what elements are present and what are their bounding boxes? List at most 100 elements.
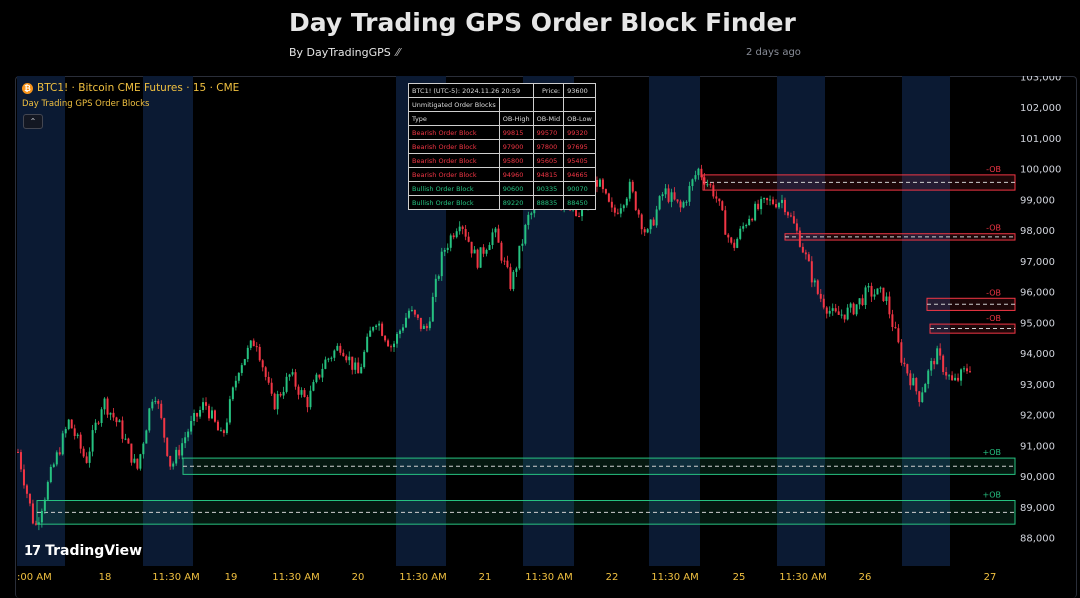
candle-body — [85, 456, 88, 463]
candle-body — [810, 261, 813, 283]
price-tick-label: 97,000 — [1020, 257, 1055, 268]
candle-body — [721, 201, 724, 211]
candle-body — [912, 378, 915, 386]
author-link[interactable]: By DayTradingGPS ⁄⁄ — [289, 46, 400, 59]
candle-body — [751, 218, 754, 221]
price-tick-label: 91,000 — [1020, 441, 1055, 452]
candle-body — [858, 298, 861, 305]
candle-body — [906, 364, 909, 374]
author-name[interactable]: By DayTradingGPS — [289, 46, 391, 59]
candle-body — [679, 201, 682, 208]
candle-body — [894, 327, 897, 329]
time-tick-label: 18 — [99, 572, 112, 583]
indicator-legend[interactable]: Day Trading GPS Order Blocks — [22, 99, 150, 109]
price-tick-label: 93,000 — [1020, 380, 1055, 391]
candle-body — [354, 362, 357, 370]
candle-body — [715, 196, 718, 199]
candle-body — [118, 420, 121, 423]
candle-body — [202, 402, 205, 410]
candle-body — [625, 198, 628, 206]
table-row: Bullish Order Block 89220 88835 88450 — [408, 195, 596, 210]
candle-body — [855, 304, 858, 315]
candle-body — [652, 219, 655, 226]
candle-body — [512, 271, 515, 290]
candle-body — [634, 191, 637, 211]
candle-body — [315, 374, 318, 383]
candle-body — [927, 370, 930, 384]
candle-body — [921, 392, 924, 403]
row-high: 89220 — [498, 195, 534, 210]
price-tick-label: 99,000 — [1020, 195, 1055, 206]
pencil-icon: ⁄⁄ — [392, 46, 400, 59]
row-type: Bearish Order Block — [408, 139, 500, 154]
candle-body — [372, 327, 375, 331]
candle-body — [780, 199, 783, 203]
time-tick-label: 22 — [606, 572, 619, 583]
candle-body — [649, 219, 652, 230]
price-tick-label: 90,000 — [1020, 472, 1055, 483]
candle-body — [766, 198, 769, 201]
candle-body — [43, 499, 46, 511]
tradingview-logo[interactable]: 17 TradingView — [24, 543, 142, 559]
candle-body — [175, 449, 178, 464]
candle-body — [243, 359, 246, 366]
price-axis: 88,000 89,000 90,000 91,000 92,000 93,000 94,0… — [1020, 76, 1061, 545]
candle-body — [706, 184, 709, 186]
candle-body — [288, 374, 291, 377]
col-header-low: OB-Low — [563, 111, 596, 126]
candle-body — [954, 377, 957, 381]
time-tick-label: 11:30 AM — [399, 572, 446, 583]
table-subtitle: Unmitigated Order Blocks — [408, 97, 500, 112]
candle-body — [640, 214, 643, 230]
candle-body — [488, 245, 491, 251]
symbol-legend[interactable]: ₿ BTC1! · Bitcoin CME Futures · 15 · CME — [22, 82, 239, 94]
candle-body — [130, 443, 133, 463]
candle-body — [19, 452, 22, 470]
candle-body — [473, 249, 476, 254]
candle-body — [754, 203, 757, 221]
price-label: Price: — [532, 83, 565, 98]
candle-body — [148, 408, 151, 431]
candle-body — [515, 268, 518, 272]
candle-body — [169, 455, 172, 467]
candle-body — [879, 287, 882, 289]
candle-body — [255, 346, 258, 348]
candle-body — [476, 249, 479, 268]
candle-body — [28, 493, 31, 504]
candle-body — [933, 360, 936, 365]
candle-body — [769, 199, 772, 201]
candle-body — [936, 348, 939, 365]
candle-body — [700, 168, 703, 178]
candle-body — [121, 420, 124, 439]
candle-body — [575, 206, 578, 216]
candle-body — [193, 413, 196, 421]
candle-body — [730, 237, 733, 243]
candle-body — [607, 193, 610, 202]
candle-body — [249, 340, 252, 348]
row-mid: 97800 — [532, 139, 565, 154]
candle-body — [339, 345, 342, 353]
row-mid: 88835 — [532, 195, 565, 210]
time-tick-label: 26 — [859, 572, 872, 583]
candle-body — [470, 241, 473, 254]
table-row: Bullish Order Block 90600 90335 90070 — [408, 181, 596, 196]
session-band — [777, 76, 825, 566]
row-low: 99320 — [563, 125, 596, 140]
candle-body — [216, 421, 219, 431]
candle-body — [739, 228, 742, 239]
candle-body — [61, 433, 64, 455]
candle-body — [613, 207, 616, 213]
candle-body — [864, 287, 867, 305]
candle-body — [172, 463, 175, 467]
collapse-legend-button[interactable]: ⌃ — [23, 114, 43, 129]
candle-body — [390, 346, 393, 348]
candle-body — [789, 215, 792, 217]
candle-body — [387, 340, 390, 347]
symbol-label: BTC1! · Bitcoin CME Futures · 15 · CME — [37, 82, 240, 94]
col-header-high: OB-High — [498, 111, 534, 126]
order-block-label: -OB — [986, 224, 1001, 233]
candle-body — [55, 452, 58, 465]
candle-body — [133, 458, 136, 463]
candle-body — [506, 260, 509, 268]
candle-body — [509, 267, 512, 290]
